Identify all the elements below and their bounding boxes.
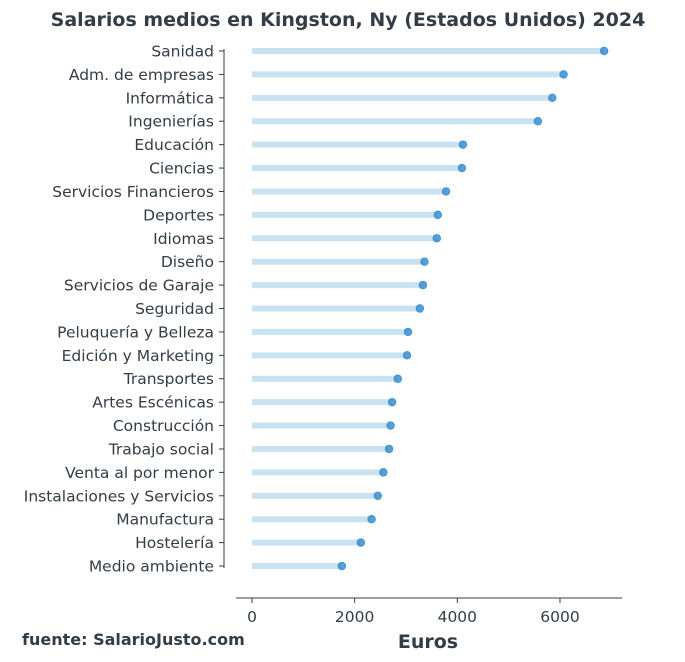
lollipop-dot <box>379 468 388 477</box>
source-note: fuente: SalarioJusto.com <box>22 630 245 649</box>
lollipop-dot <box>433 210 443 220</box>
lollipop-dot <box>432 234 441 243</box>
lollipop-dot <box>418 280 428 290</box>
lollipop-dot <box>441 187 451 196</box>
lollipop-dot <box>559 70 568 79</box>
category-label: Hostelería <box>135 534 214 552</box>
category-label: Peluquería y Belleza <box>57 323 214 341</box>
lollipop-dot <box>415 304 425 313</box>
lollipop-dot <box>457 163 467 173</box>
category-label: Idiomas <box>153 230 214 248</box>
category-label: Ingenierías <box>128 113 214 131</box>
category-label: Educación <box>134 136 214 154</box>
lollipop-dot <box>458 140 468 149</box>
lollipop-dot <box>356 538 366 547</box>
lollipop-dot <box>384 444 394 454</box>
category-label: Transportes <box>123 370 214 388</box>
x-tick-label: 2000 <box>335 608 374 626</box>
category-label: Diseño <box>161 253 214 271</box>
category-label: Servicios de Garaje <box>64 277 214 295</box>
category-label: Sanidad <box>151 43 214 61</box>
category-label: Trabajo social <box>108 440 214 458</box>
category-label: Construcción <box>113 417 214 435</box>
lollipop-dot <box>402 351 412 360</box>
x-axis-label: Euros <box>398 631 458 653</box>
category-label: Manufactura <box>116 511 214 529</box>
lollipop-dot <box>386 421 395 430</box>
lollipop-dot <box>393 374 402 383</box>
lollipop-dot <box>599 46 609 56</box>
x-tick-label: 0 <box>247 608 257 626</box>
category-label: Servicios Financieros <box>52 183 214 201</box>
category-label: Ciencias <box>149 160 214 178</box>
category-label: Edición y Marketing <box>62 347 214 365</box>
lollipop-dot <box>367 515 376 524</box>
x-tick-label: 6000 <box>540 608 579 626</box>
lollipop-dot <box>548 93 557 103</box>
category-label: Artes Escénicas <box>92 394 214 412</box>
lollipop-dot <box>403 327 413 337</box>
lollipop-dot <box>533 117 543 126</box>
category-label: Medio ambiente <box>89 558 214 576</box>
category-label: Deportes <box>143 206 214 224</box>
plot-area: Sanidad Adm. de empresas Informática Ingeni… <box>24 43 622 626</box>
lollipop-dot <box>337 561 347 571</box>
category-label: Instalaciones y Servicios <box>24 487 214 505</box>
category-label: Venta al por menor <box>65 464 215 482</box>
category-label: Seguridad <box>135 300 214 318</box>
lollipop-dot <box>420 257 429 266</box>
lollipop-dot <box>373 491 382 500</box>
lollipop-dot <box>387 397 397 407</box>
chart-title: Salarios medios en Kingston, Ny (Estados… <box>51 9 646 31</box>
category-label: Adm. de empresas <box>69 66 214 84</box>
category-label: Informática <box>126 89 214 107</box>
x-tick-label: 4000 <box>438 608 477 626</box>
